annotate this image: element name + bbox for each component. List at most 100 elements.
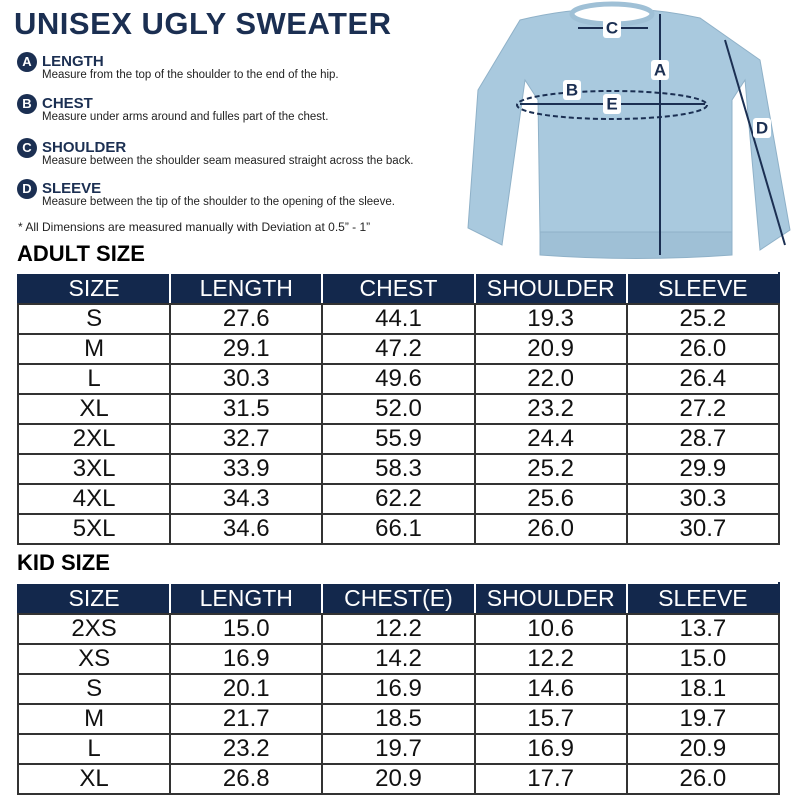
sweater-body [467,8,791,251]
measure-label: SHOULDER [42,139,127,156]
table-cell: 52.0 [321,393,476,425]
table-cell: 12.2 [473,643,628,675]
table-row: S 20.1 16.9 14.6 18.1 [16,673,781,705]
table-cell: 62.2 [321,483,476,515]
table-cell: 17.7 [473,763,628,795]
table-row: M 21.7 18.5 15.7 19.7 [16,703,781,735]
table-cell: 15.0 [625,643,781,675]
table-cell: 27.6 [169,303,324,335]
header-cell: CHEST(E) [321,582,476,615]
header-cell: LENGTH [169,272,324,305]
header-cell: SHOULDER [473,272,628,305]
header-cell: LENGTH [169,582,324,615]
table-cell: 33.9 [169,453,324,485]
diagram-label: D [756,118,768,137]
table-cell: 23.2 [473,393,628,425]
table-cell: 19.7 [625,703,781,735]
header-cell: CHEST [321,272,476,305]
size-table: SIZE LENGTH CHEST(E) SHOULDER SLEEVE 2XS 15.0 1… [16,582,781,795]
table-cell: XS [16,643,172,675]
table-cell: 20.9 [473,333,628,365]
table-row: S 27.6 44.1 19.3 25.2 [16,303,781,335]
table-cell: 26.0 [625,333,781,365]
table-row: 5XL 34.6 66.1 26.0 30.7 [16,513,781,545]
header-row: SIZE LENGTH CHEST SHOULDER SLEEVE [16,272,781,305]
table-cell: 23.2 [169,733,324,765]
line-d [724,39,786,246]
header-cell: SLEEVE [625,272,781,305]
table-cell: M [16,333,172,365]
table-cell: 29.1 [169,333,324,365]
table-row: XS 16.9 14.2 12.2 15.0 [16,643,781,675]
table-cell: L [16,363,172,395]
table-cell: 28.7 [625,423,781,455]
header-cell: SIZE [16,582,172,615]
table-cell: XL [16,763,172,795]
diagram-label: C [606,18,618,37]
measure-description: Measure from the top of the shoulder to … [42,69,339,81]
diagram-label: E [606,94,617,113]
table-cell: 30.7 [625,513,781,545]
diagram-label: A [654,60,666,79]
label-bg [651,60,669,80]
table-cell: 34.3 [169,483,324,515]
table-row: 2XS 15.0 12.2 10.6 13.7 [16,613,781,645]
table-cell: 21.7 [169,703,324,735]
table-title: KID SIZE [17,550,110,575]
table-cell: 18.1 [625,673,781,705]
table-cell: 25.2 [625,303,781,335]
table-cell: 29.9 [625,453,781,485]
diagram-labels: C A B E D [563,18,771,138]
table-cell: 25.2 [473,453,628,485]
measure-badge: C [17,138,37,158]
table-cell: 19.3 [473,303,628,335]
table-cell: 27.2 [625,393,781,425]
table-cell: 34.6 [169,513,324,545]
header-row: SIZE LENGTH CHEST(E) SHOULDER SLEEVE [16,582,781,615]
table-cell: 16.9 [473,733,628,765]
table-cell: 20.1 [169,673,324,705]
table-cell: 49.6 [321,363,476,395]
measure-description: Measure between the shoulder seam measur… [42,155,414,167]
table-cell: 30.3 [169,363,324,395]
measure-label: CHEST [42,95,93,112]
label-bg [753,118,771,138]
header-cell: SLEEVE [625,582,781,615]
table-cell: 2XS [16,613,172,645]
table-cell: 14.2 [321,643,476,675]
table-row: 4XL 34.3 62.2 25.6 30.3 [16,483,781,515]
table-cell: 31.5 [169,393,324,425]
title: UNISEX UGLY SWEATER [14,6,392,41]
table-row: L 23.2 19.7 16.9 20.9 [16,733,781,765]
size-table: SIZE LENGTH CHEST SHOULDER SLEEVE S 27.6 44.1 19… [16,272,781,545]
sweater-hem [539,231,733,259]
measure-badge: B [17,94,37,114]
table-cell: 4XL [16,483,172,515]
measure-badge: D [17,179,37,199]
table-cell: XL [16,393,172,425]
table-cell: 24.4 [473,423,628,455]
table-cell: 44.1 [321,303,476,335]
table-cell: 5XL [16,513,172,545]
header-cell: SHOULDER [473,582,628,615]
table-row: 3XL 33.9 58.3 25.2 29.9 [16,453,781,485]
table-cell: 26.4 [625,363,781,395]
table-cell: 66.1 [321,513,476,545]
measure-description: Measure under arms around and fulles par… [42,111,329,123]
sweater-diagram: C A B E D [467,1,791,259]
table-cell: 3XL [16,453,172,485]
table-cell: 26.0 [473,513,628,545]
table-title: ADULT SIZE [17,241,145,266]
table-cell: 19.7 [321,733,476,765]
table-row: L 30.3 49.6 22.0 26.4 [16,363,781,395]
table-cell: 20.9 [321,763,476,795]
table-cell: 15.0 [169,613,324,645]
table-cell: 22.0 [473,363,628,395]
table-row: XL 31.5 52.0 23.2 27.2 [16,393,781,425]
table-cell: 15.7 [473,703,628,735]
table-row: M 29.1 47.2 20.9 26.0 [16,333,781,365]
table-cell: 26.8 [169,763,324,795]
table-cell: L [16,733,172,765]
